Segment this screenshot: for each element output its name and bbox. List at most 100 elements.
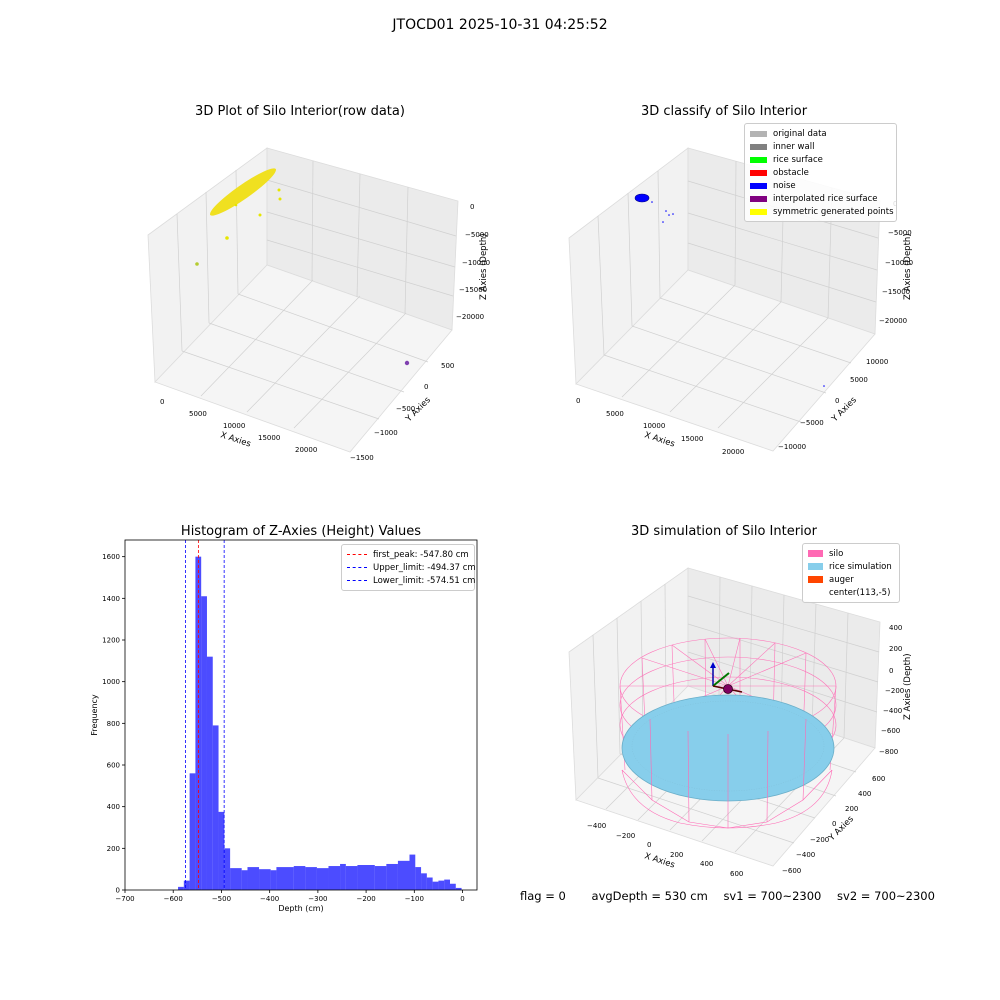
x-tick-label: −100: [405, 895, 424, 903]
simulation-legend: silo rice simulation auger center(113,-5…: [802, 543, 900, 603]
histogram-bar: [247, 867, 260, 890]
raw-ytick: 0: [424, 383, 428, 391]
simulation-xtick: 0: [647, 841, 651, 849]
y-tick-label: 200: [107, 845, 120, 853]
classify-xtick: 0: [576, 397, 580, 405]
histogram-bar: [270, 870, 277, 890]
x-tick-label: −700: [115, 895, 134, 903]
legend-swatch: [808, 563, 823, 570]
classify-ztick: −10000: [885, 259, 913, 267]
histogram-bar: [195, 556, 202, 890]
raw-ytick: −1500: [350, 454, 374, 462]
legend-swatch: [750, 156, 767, 163]
simulation-ztick: 0: [889, 667, 893, 675]
raw-ztick: −15000: [459, 286, 487, 294]
y-tick-label: 0: [116, 887, 120, 895]
histogram-xlabel: Depth (cm): [278, 904, 323, 913]
raw-xlabel: X Axies: [219, 430, 252, 449]
raw-xtick: 15000: [258, 434, 280, 442]
simulation-plot-title: 3D simulation of Silo Interior: [631, 524, 817, 539]
histogram-reference-lines: [185, 540, 225, 890]
classify-ztick: −15000: [882, 288, 910, 296]
legend-swatch: [808, 589, 823, 596]
figure-title: JTOCD01 2025-10-31 04:25:52: [392, 17, 608, 33]
histogram-bar: [212, 725, 219, 890]
x-tick-label: −200: [356, 895, 375, 903]
histogram-bar: [374, 866, 387, 890]
simulation-ytick: 400: [858, 790, 871, 798]
classify-noise-points: [651, 201, 825, 387]
histogram-bar: [397, 860, 410, 890]
raw-ztick: −10000: [462, 259, 490, 267]
classify-plot-title: 3D classify of Silo Interior: [640, 104, 808, 119]
legend-label: interpolated rice surface: [773, 193, 878, 204]
y-tick-label: 1400: [102, 595, 120, 603]
avg-depth-readout: avgDepth = 530 cm: [591, 889, 708, 903]
histogram-bar: [340, 863, 346, 890]
classify-ytick: −5000: [800, 419, 824, 427]
legend-entry: silo: [808, 547, 894, 560]
legend-entry: noise: [750, 179, 891, 192]
y-tick-label: 400: [107, 803, 120, 811]
legend-entry: first_peak: -547.80 cm: [347, 548, 469, 561]
simulation-xtick: −200: [616, 832, 635, 840]
y-tick-label: 1600: [102, 553, 120, 561]
histogram-chart: −700 −600 −500 −400 −300 −200 −100 0 0 200 400 600…: [90, 539, 478, 913]
classify-ytick: 5000: [850, 376, 868, 384]
legend-swatch: [750, 169, 767, 176]
simulation-ytick: −200: [810, 836, 829, 844]
simulation-xtick: 600: [730, 870, 743, 878]
classify-xtick: 10000: [643, 422, 665, 430]
x-tick-label: −500: [212, 895, 231, 903]
classify-ylabel: Y Axies: [829, 395, 859, 425]
simulation-ytick: 600: [872, 775, 885, 783]
histogram-legend: first_peak: -547.80 cm Upper_limit: -494…: [341, 544, 476, 591]
legend-label: Lower_limit: -574.51 cm: [373, 575, 476, 586]
raw-plot-title: 3D Plot of Silo Interior(row data): [195, 104, 405, 119]
raw-3d-plot: 0 5000 10000 15000 20000 500 0 −500 −100…: [147, 147, 490, 462]
histogram-bar: [178, 886, 184, 890]
legend-label: first_peak: -547.80 cm: [373, 549, 469, 560]
histogram-bar: [224, 848, 231, 890]
histogram-x-ticks: −700 −600 −500 −400 −300 −200 −100 0: [115, 890, 465, 903]
simulation-xtick: −400: [587, 822, 606, 830]
raw-xtick: 0: [160, 398, 164, 406]
classify-ytick: 10000: [866, 358, 888, 366]
histogram-bar: [241, 870, 248, 890]
classify-xtick: 5000: [606, 410, 624, 418]
histogram-title: Histogram of Z-Axies (Height) Values: [180, 524, 422, 539]
simulation-ytick: −400: [796, 851, 815, 859]
classify-xtick: 15000: [681, 435, 703, 443]
legend-swatch: [750, 130, 767, 137]
histogram-bar: [432, 881, 439, 890]
histogram-bar: [189, 773, 196, 890]
simulation-ztick: −400: [883, 707, 902, 715]
histogram-bar: [276, 867, 294, 890]
classify-legend: original data inner wall rice surface ob…: [744, 123, 897, 222]
legend-entry: rice simulation: [808, 560, 894, 573]
raw-ztick: −5000: [465, 231, 489, 239]
flag-readout: flag = 0: [520, 889, 566, 903]
histogram-bar: [259, 869, 271, 890]
raw-outlier-point: [404, 360, 410, 366]
histogram-y-ticks: 0 200 400 600 800 1000 1200 1400 1600: [102, 553, 125, 895]
raw-point-cloud: [209, 168, 277, 216]
histogram-bar: [305, 867, 317, 890]
simulation-ytick: 200: [845, 805, 858, 813]
histogram-bar: [230, 868, 242, 890]
legend-entry: center(113,-5): [808, 586, 894, 599]
simulation-ztick: −800: [879, 748, 898, 756]
histogram-bars: [178, 556, 462, 890]
legend-swatch: [750, 208, 767, 215]
legend-swatch: [808, 576, 823, 583]
histogram-bar: [438, 880, 445, 890]
raw-ytick: −1000: [374, 429, 398, 437]
legend-line: [347, 554, 367, 555]
simulation-3d-plot: −400 −200 0 200 400 600 600 400 200 0 −2…: [568, 567, 913, 878]
histogram-ylabel: Frequency: [90, 694, 99, 736]
legend-entry: interpolated rice surface: [750, 192, 891, 205]
legend-swatch: [750, 195, 767, 202]
raw-ytick: 500: [441, 362, 454, 370]
legend-label: rice simulation: [829, 561, 892, 572]
raw-ztick: −20000: [456, 313, 484, 321]
